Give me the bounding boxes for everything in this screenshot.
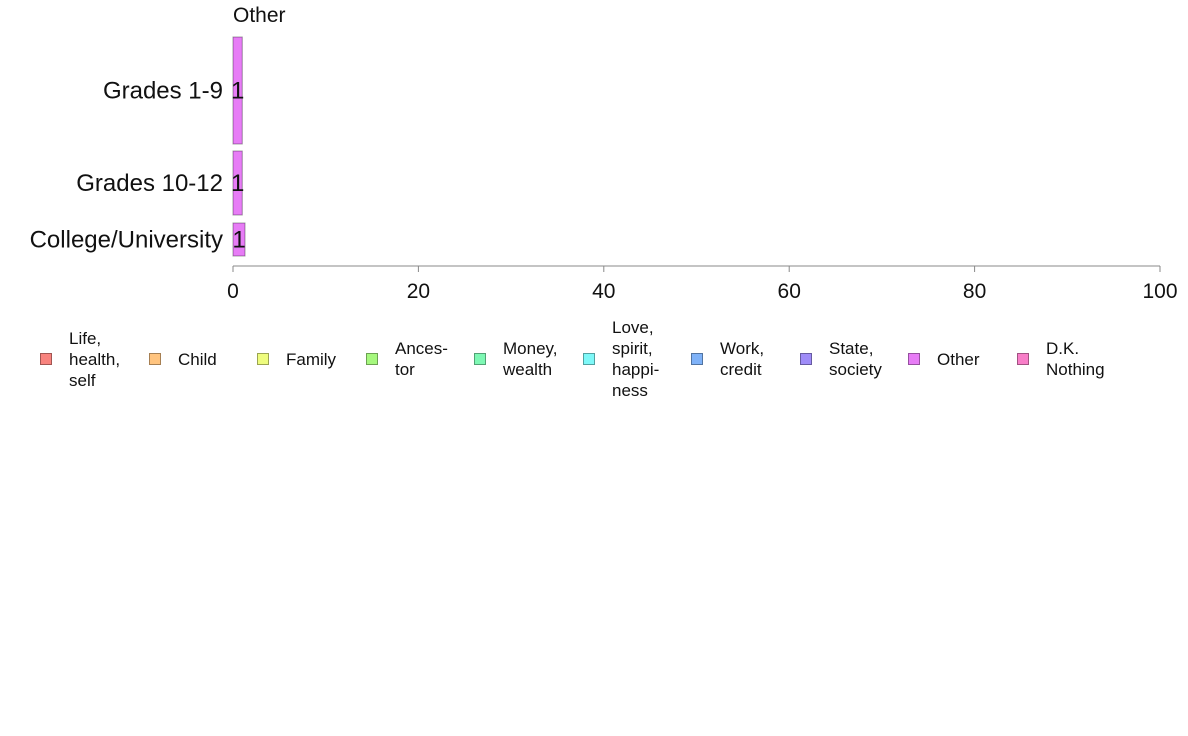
legend-item-ancestor: Ances- tor: [366, 316, 448, 402]
x-tick-label: 40: [592, 280, 615, 303]
legend-label: Other: [937, 349, 980, 369]
legend-swatch: [583, 353, 595, 365]
legend-swatch: [257, 353, 269, 365]
legend-label: Love, spirit, happi- ness: [612, 318, 660, 400]
x-tick-label: 0: [227, 280, 239, 303]
bar-segment: [232, 222, 246, 257]
legend-swatch: [149, 353, 161, 365]
x-tick-label: 100: [1142, 280, 1177, 303]
panel-title: Other: [233, 4, 286, 27]
legend-swatch: [691, 353, 703, 365]
legend-swatch: [474, 353, 486, 365]
bar-segment: [232, 150, 243, 216]
data-label: 1: [231, 170, 244, 197]
category-label: Grades 10-12: [76, 170, 223, 197]
legend-item-other: Other: [908, 316, 980, 402]
legend-item-child: Child: [149, 316, 217, 402]
legend-label: D.K. Nothing: [1046, 339, 1105, 379]
legend-swatch: [40, 353, 52, 365]
legend-label: Life, health, self: [69, 328, 121, 390]
legend-item-money-wealth: Money, wealth: [474, 316, 558, 402]
bar-chart: Grades 1-9 1 Grades 10-12 1 College/Universi…: [30, 36, 1178, 303]
legend-label: Money, wealth: [503, 339, 558, 379]
data-label: 1: [231, 78, 244, 105]
bar-segment: [232, 36, 243, 145]
legend-item-work-credit: Work, credit: [691, 316, 764, 402]
legend-label: Family: [286, 349, 337, 369]
legend-item-state-society: State, society: [800, 316, 882, 402]
legend-label: Work, credit: [720, 339, 765, 379]
legend-label: Child: [178, 349, 217, 369]
legend-swatch: [800, 353, 812, 365]
legend-item-dk-nothing: D.K. Nothing: [1017, 316, 1105, 402]
x-tick-label: 80: [963, 280, 986, 303]
x-tick-label: 20: [407, 280, 430, 303]
legend-label: Ances- tor: [395, 339, 448, 379]
category-label: Grades 1-9: [103, 78, 223, 105]
legend-label: State, society: [829, 339, 882, 379]
legend-item-family: Family: [257, 316, 336, 402]
legend: Life, health, self Child Family Ances- t…: [30, 316, 1180, 406]
legend-item-life-health-self: Life, health, self: [40, 316, 120, 402]
legend-swatch: [908, 353, 920, 365]
legend-swatch: [1017, 353, 1029, 365]
category-label: College/University: [30, 227, 223, 254]
data-label: 1: [232, 227, 245, 254]
x-tick-label: 60: [778, 280, 801, 303]
legend-swatch: [366, 353, 378, 365]
legend-item-love-spirit-happiness: Love, spirit, happi- ness: [583, 316, 659, 402]
